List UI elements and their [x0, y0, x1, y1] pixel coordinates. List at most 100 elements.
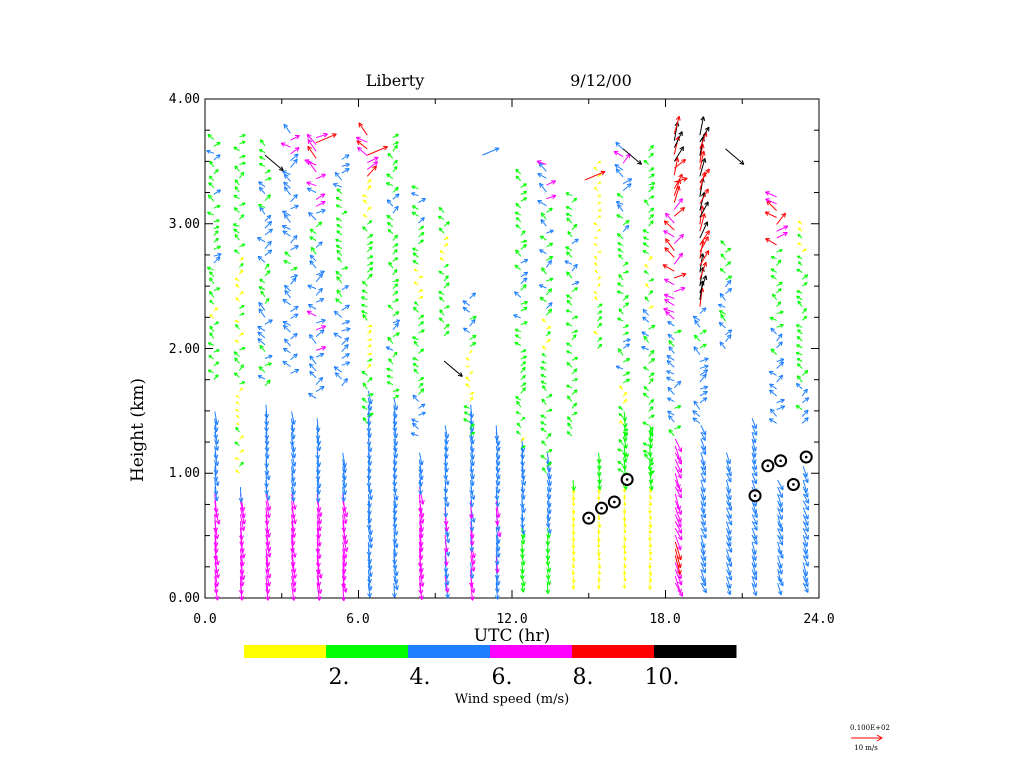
wind-vector [666, 370, 675, 375]
wind-vector [726, 514, 733, 526]
wind-vector [801, 409, 809, 417]
wind-vector [725, 247, 732, 253]
wind-vector [495, 500, 501, 518]
wind-vector [648, 195, 655, 200]
wind-vector [315, 132, 328, 139]
wind-vector [617, 317, 624, 322]
wind-vector [597, 208, 602, 212]
wind-vector [539, 182, 547, 193]
wind-vector [571, 378, 578, 382]
wind-vector [597, 250, 602, 253]
wind-vector [545, 330, 551, 337]
wind-vector [235, 296, 240, 303]
wind-vector [802, 514, 809, 526]
reference-vector-unit: 10 m/s [854, 744, 878, 752]
wind-vector [520, 445, 526, 449]
wind-vector [597, 201, 601, 205]
wind-vector [290, 147, 300, 155]
wind-vector [622, 534, 627, 542]
wind-vector [393, 576, 399, 591]
wind-vector [674, 562, 683, 580]
wind-vector [668, 346, 675, 354]
wind-vector [264, 194, 271, 202]
wind-vector [290, 245, 299, 251]
colorbar-swatch [490, 645, 573, 658]
wind-vector [597, 528, 601, 535]
wind-vector [719, 292, 726, 301]
wind-vector [239, 304, 245, 309]
wind-vector [571, 329, 578, 334]
wind-vector [341, 162, 350, 168]
wind-vector [648, 555, 652, 561]
reference-vector-value: 0.100E+02 [850, 724, 890, 732]
wind-vector [361, 289, 368, 294]
wind-vector [622, 343, 630, 349]
wind-vector [418, 377, 425, 382]
wind-vector [801, 308, 807, 314]
wind-vector [520, 438, 526, 453]
wind-vector [593, 166, 598, 171]
wind-vector [802, 507, 809, 520]
wind-vector [777, 555, 783, 569]
wind-vector [463, 405, 470, 409]
wind-vector [239, 134, 246, 138]
wind-vector [341, 285, 349, 291]
wind-vector [392, 268, 398, 276]
wind-vector [209, 160, 215, 168]
wind-vector [315, 555, 321, 575]
wind-vector [520, 366, 526, 374]
wind-vector [335, 238, 342, 243]
wind-vector [674, 576, 682, 594]
colorbar-label: 8. [573, 665, 594, 690]
wind-vector [290, 266, 298, 271]
wind-vector [726, 473, 732, 483]
wind-vector [366, 466, 372, 481]
wind-vector [341, 344, 349, 352]
wind-vector [648, 414, 655, 419]
wind-vector [387, 304, 394, 310]
wind-vector [392, 548, 398, 565]
wind-vector [668, 415, 675, 423]
wind-vector [209, 271, 215, 278]
colorbar-title: Wind speed (m/s) [455, 692, 569, 707]
wind-vector [520, 582, 526, 593]
wind-vector [386, 214, 394, 221]
wind-vector [392, 205, 399, 214]
boundary-layer-markers [582, 450, 813, 525]
wind-vector [443, 438, 449, 452]
wind-vector [234, 339, 240, 344]
wind-vector [239, 312, 245, 316]
wind-vector [796, 255, 803, 260]
wind-vector [663, 230, 675, 238]
wind-vector [618, 438, 624, 445]
wind-vector [674, 527, 683, 541]
wind-vector [520, 387, 526, 394]
wind-vector [233, 228, 240, 234]
wind-vector [465, 376, 471, 382]
wind-vector [777, 569, 783, 583]
wind-vector [699, 188, 709, 205]
wind-vector [236, 415, 240, 419]
wind-vector [316, 480, 321, 495]
wind-vector [439, 309, 445, 316]
wind-vector [622, 507, 627, 514]
wind-vector [648, 349, 655, 357]
wind-vector [392, 541, 398, 557]
wind-vector [565, 246, 573, 251]
wind-vector [571, 411, 578, 416]
wind-vector [700, 541, 706, 555]
wind-vector [386, 173, 394, 180]
wind-vector [667, 410, 675, 416]
wind-vector [290, 204, 299, 210]
colorbar-swatch [244, 645, 327, 658]
wind-vector [315, 270, 325, 276]
wind-vector [209, 299, 215, 305]
wind-vector [673, 173, 683, 190]
wind-vector [648, 372, 655, 378]
wind-vector [795, 324, 803, 328]
wind-vector [769, 316, 777, 321]
wind-vector [392, 394, 400, 399]
wind-vector [232, 223, 240, 227]
wind-vector [367, 507, 373, 523]
wind-vector [571, 238, 579, 245]
